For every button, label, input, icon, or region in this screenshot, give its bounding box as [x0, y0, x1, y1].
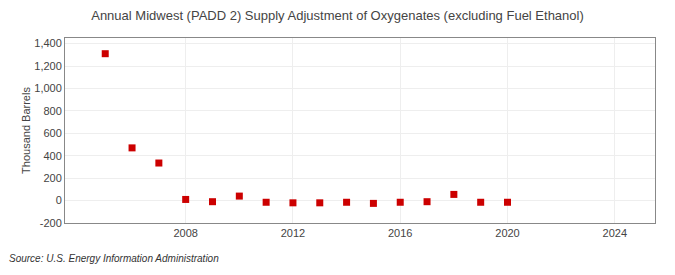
svg-text:2012: 2012	[281, 227, 305, 239]
svg-text:Thousand Barrels: Thousand Barrels	[20, 87, 32, 174]
svg-text:Source: U.S. Energy Informatio: Source: U.S. Energy Information Administ…	[9, 253, 219, 264]
svg-text:1,000: 1,000	[34, 82, 62, 94]
svg-text:800: 800	[43, 105, 61, 117]
svg-text:1,400: 1,400	[34, 37, 62, 49]
svg-text:2024: 2024	[603, 227, 627, 239]
svg-text:-200: -200	[40, 217, 62, 229]
svg-text:2008: 2008	[173, 227, 197, 239]
svg-text:1,200: 1,200	[34, 60, 62, 72]
svg-text:Annual Midwest (PADD 2) Supply: Annual Midwest (PADD 2) Supply Adjustmen…	[91, 8, 584, 23]
svg-text:0: 0	[56, 194, 62, 206]
svg-text:2020: 2020	[495, 227, 519, 239]
svg-text:200: 200	[43, 172, 61, 184]
svg-text:400: 400	[43, 150, 61, 162]
svg-text:2016: 2016	[388, 227, 412, 239]
svg-text:600: 600	[43, 127, 61, 139]
